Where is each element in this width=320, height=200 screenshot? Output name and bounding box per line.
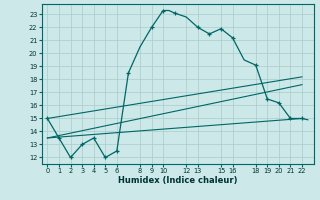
X-axis label: Humidex (Indice chaleur): Humidex (Indice chaleur) bbox=[118, 176, 237, 185]
